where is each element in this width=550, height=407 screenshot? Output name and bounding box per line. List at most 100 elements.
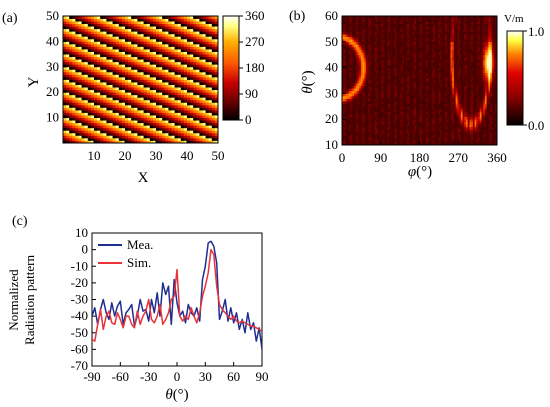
heatmap-cell [165, 71, 169, 75]
heatmap-cell [422, 23, 425, 27]
heatmap-cell [393, 44, 396, 48]
heatmap-cell [398, 62, 401, 66]
heatmap-cell [362, 83, 365, 86]
heatmap-cell [367, 72, 370, 76]
heatmap-cell [90, 104, 95, 108]
heatmap-cell [131, 36, 135, 40]
heatmap-cell [409, 88, 412, 92]
heatmap-cell [75, 97, 79, 101]
heatmap-cell [393, 111, 396, 115]
heatmap-cell [115, 28, 120, 32]
heatmap-cell [75, 76, 79, 80]
heatmap-cell [205, 82, 210, 85]
heatmap-cell [125, 36, 129, 40]
heatmap-cell [171, 71, 175, 75]
heatmap-cell [211, 125, 216, 129]
heatmap-cell [404, 36, 407, 40]
heatmap-cell [369, 101, 372, 105]
heatmap-cell [369, 119, 372, 123]
heatmap-cell [378, 88, 381, 92]
heatmap-cell [379, 59, 382, 63]
heatmap-cell [345, 44, 348, 48]
heatmap-cell [388, 83, 391, 86]
heatmap-cell [97, 120, 101, 124]
heatmap-cell [208, 64, 213, 68]
heatmap-cell [196, 140, 200, 143]
heatmap-cell [362, 126, 365, 130]
heatmap-cell [395, 70, 398, 74]
heatmap-cell [143, 28, 148, 32]
heatmap-cell [409, 46, 412, 50]
heatmap-cell [398, 75, 401, 79]
heatmap-cell [202, 59, 206, 63]
heatmap-cell [342, 119, 345, 123]
heatmap-cell [379, 31, 382, 35]
heatmap-cell [390, 54, 393, 58]
heatmap-cell [390, 98, 393, 102]
heatmap-cell [342, 23, 345, 27]
heatmap-cell [156, 84, 160, 88]
heatmap-cell [414, 137, 417, 141]
heatmap-cell [81, 117, 86, 121]
heatmap-cell [419, 57, 422, 61]
heatmap-cell [378, 16, 381, 19]
heatmap-cell [393, 31, 396, 35]
heatmap-cell [362, 62, 365, 66]
heatmap-cell [162, 137, 166, 141]
heatmap-cell [410, 85, 413, 89]
heatmap-cell [405, 121, 408, 125]
heatmap-cell [393, 70, 396, 74]
heatmap-cell [397, 111, 400, 115]
heatmap-cell [347, 57, 350, 61]
heatmap-cell [373, 31, 376, 35]
heatmap-cell [211, 104, 216, 108]
heatmap-cell [90, 38, 95, 42]
heatmap-cell [378, 18, 381, 22]
heatmap-cell [388, 52, 391, 55]
heatmap-cell [131, 74, 135, 78]
heatmap-cell [386, 62, 389, 66]
heatmap-cell [385, 95, 388, 99]
heatmap-cell [214, 140, 218, 143]
heatmap-cell [342, 59, 345, 63]
heatmap-cell [177, 112, 182, 116]
heatmap-cell [143, 69, 148, 73]
heatmap-cell [343, 31, 346, 35]
heatmap-cell [424, 44, 427, 48]
heatmap-cell [134, 82, 138, 85]
heatmap-cell [137, 102, 141, 106]
heatmap-cell [367, 70, 370, 74]
heatmap-cell [409, 126, 412, 130]
heatmap-cell [146, 99, 151, 103]
heatmap-cell [397, 41, 400, 45]
heatmap-cell [128, 132, 132, 136]
heatmap-cell [112, 26, 117, 30]
heatmap-cell [171, 82, 175, 85]
heatmap-cell [214, 56, 218, 60]
heatmap-cell [118, 82, 123, 85]
heatmap-cell [168, 89, 172, 93]
heatmap-cell [422, 95, 425, 99]
heatmap-cell [416, 90, 419, 94]
heatmap-cell [357, 62, 360, 66]
heatmap-cell [140, 125, 144, 129]
heatmap-cell [90, 112, 95, 116]
heatmap-cell [362, 54, 365, 58]
heatmap-cell [168, 102, 172, 106]
heatmap-cell [106, 104, 110, 108]
heatmap-cell [112, 94, 117, 98]
heatmap-cell [75, 140, 79, 143]
heatmap-cell [360, 62, 363, 66]
heatmap-cell [78, 23, 82, 27]
heatmap-cell [149, 140, 154, 143]
heatmap-cell [156, 137, 160, 141]
heatmap-cell [165, 28, 169, 32]
heatmap-cell [404, 70, 407, 74]
heatmap-cell [193, 61, 197, 65]
heatmap-cell [352, 75, 355, 79]
heatmap-cell [378, 44, 381, 48]
heatmap-cell [156, 38, 160, 42]
heatmap-cell [69, 51, 73, 55]
heatmap-cell [374, 34, 377, 37]
heatmap-cell [388, 49, 391, 53]
